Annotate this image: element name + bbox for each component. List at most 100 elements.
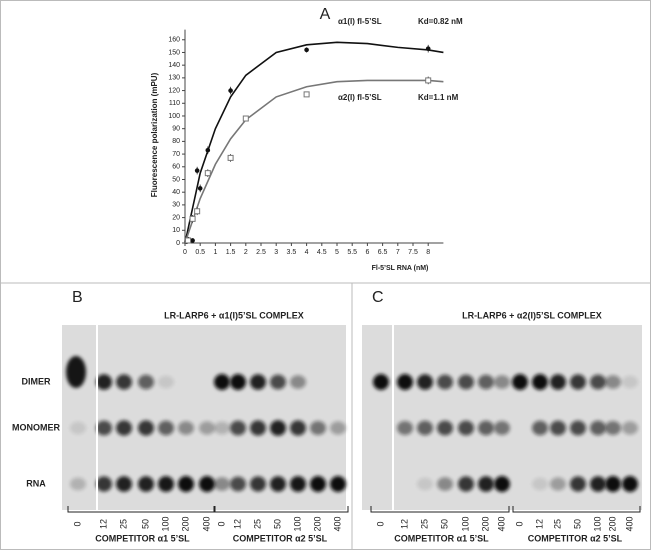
band xyxy=(478,374,494,390)
band xyxy=(550,420,566,436)
lane-label: 25 xyxy=(419,519,429,529)
kd-label: Kd=1.1 nM xyxy=(418,93,459,102)
x-tick-label: 5.5 xyxy=(347,249,357,256)
y-tick-label: 10 xyxy=(172,227,180,234)
x-tick-label: 2.5 xyxy=(256,249,266,256)
lane-label: 0 xyxy=(216,521,226,526)
band xyxy=(96,476,112,492)
band xyxy=(458,476,474,492)
lane-label: 0 xyxy=(375,521,385,526)
band xyxy=(570,374,586,390)
bracket xyxy=(512,506,641,513)
band xyxy=(199,421,215,435)
x-tick-label: 3 xyxy=(274,249,278,256)
band xyxy=(622,476,638,492)
band xyxy=(230,420,246,436)
band xyxy=(310,476,326,492)
lane-label: 50 xyxy=(439,519,449,529)
band xyxy=(622,421,638,435)
band xyxy=(70,421,86,435)
band xyxy=(532,374,548,390)
x-tick-label: 7.5 xyxy=(408,249,418,256)
lane-label: 25 xyxy=(252,519,262,529)
band xyxy=(437,477,453,491)
band xyxy=(417,374,433,390)
band xyxy=(70,477,86,491)
band xyxy=(138,420,154,436)
y-tick-label: 40 xyxy=(172,189,180,196)
band xyxy=(116,374,132,390)
band xyxy=(437,420,453,436)
band xyxy=(330,476,346,492)
lane-label: 12 xyxy=(534,519,544,529)
x-tick-label: 1 xyxy=(213,249,217,256)
band xyxy=(250,476,266,492)
y-tick-label: 30 xyxy=(172,202,180,209)
lane-label: 12 xyxy=(232,519,242,529)
y-tick-label: 140 xyxy=(168,62,180,69)
band xyxy=(532,420,548,436)
band xyxy=(417,477,433,491)
y-tick-label: 50 xyxy=(172,176,180,183)
x-tick-label: 5 xyxy=(335,249,339,256)
lane-label: 200 xyxy=(312,516,322,531)
lane-label: 100 xyxy=(292,516,302,531)
data-point xyxy=(190,238,195,243)
band xyxy=(178,421,194,435)
band xyxy=(158,375,174,389)
y-tick-label: 120 xyxy=(168,87,180,94)
row-label: RNA xyxy=(26,478,46,488)
group-label: COMPETITOR α2 5’SL xyxy=(233,533,328,543)
band xyxy=(138,374,154,390)
lane-label: 400 xyxy=(624,516,634,531)
x-tick-label: 8 xyxy=(426,249,430,256)
data-point xyxy=(228,88,233,93)
band xyxy=(512,374,528,390)
y-tick-label: 0 xyxy=(176,240,180,247)
data-point xyxy=(242,115,249,122)
band xyxy=(158,420,174,436)
band xyxy=(550,374,566,390)
band xyxy=(138,476,154,492)
gel-title: LR-LARP6 + α2(I)5’SL COMPLEX xyxy=(462,310,602,320)
band xyxy=(214,477,230,491)
band xyxy=(622,375,638,389)
bracket xyxy=(67,506,215,513)
x-tick-label: 1.5 xyxy=(226,249,236,256)
band xyxy=(478,476,494,492)
band xyxy=(570,420,586,436)
fit-curve xyxy=(184,79,444,244)
band xyxy=(66,356,86,388)
band xyxy=(230,476,246,492)
band xyxy=(158,476,174,492)
lane-label: 50 xyxy=(272,519,282,529)
band xyxy=(116,476,132,492)
band xyxy=(478,420,494,436)
lane-label: 0 xyxy=(72,521,82,526)
x-tick-label: 0.5 xyxy=(195,249,205,256)
lane-label: 25 xyxy=(118,519,128,529)
x-axis-title: Fl-5’SL RNA (nM) xyxy=(372,265,429,272)
x-tick-label: 0 xyxy=(183,249,187,256)
band xyxy=(550,477,566,491)
lane-label: 100 xyxy=(160,516,170,531)
band xyxy=(494,476,510,492)
x-tick-label: 4.5 xyxy=(317,249,327,256)
y-tick-label: 90 xyxy=(172,126,180,133)
band xyxy=(290,375,306,389)
band xyxy=(417,420,433,436)
band xyxy=(458,374,474,390)
band xyxy=(199,476,215,492)
y-tick-label: 130 xyxy=(168,75,180,82)
band xyxy=(310,421,326,435)
data-point xyxy=(303,91,310,98)
band xyxy=(570,476,586,492)
band xyxy=(270,374,286,390)
lane-label: 100 xyxy=(592,516,602,531)
series-label: α1(I) fl-5’SL xyxy=(338,17,382,26)
bracket xyxy=(214,506,349,513)
band xyxy=(437,374,453,390)
y-tick-label: 60 xyxy=(172,164,180,171)
gel-title: LR-LARP6 + α1(I)5’SL COMPLEX xyxy=(164,310,304,320)
band xyxy=(590,374,606,390)
